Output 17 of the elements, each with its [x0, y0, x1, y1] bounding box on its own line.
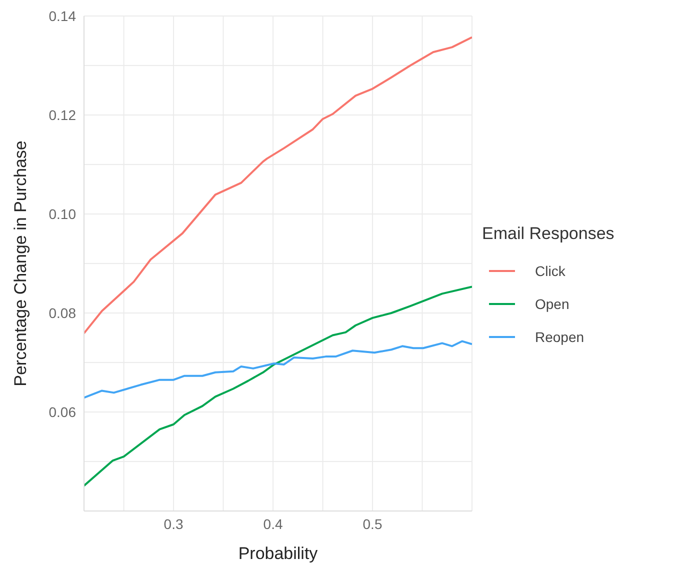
x-axis-title: Probability [238, 544, 318, 563]
x-tick-label: 0.4 [263, 516, 283, 532]
x-tick-label: 0.5 [362, 516, 382, 532]
y-tick-label: 0.14 [48, 8, 76, 24]
legend-label: Click [535, 262, 566, 278]
y-axis-title: Percentage Change in Purchase [11, 140, 30, 386]
text: 0.10 [48, 206, 76, 222]
legend-label: Open [535, 296, 570, 312]
y-tick-label: 0.06 [48, 404, 76, 420]
line-series [84, 36, 472, 334]
x-tick-label: 0.3 [164, 516, 184, 532]
legend-title: Email Responses [482, 224, 616, 244]
y-tick-label: 0.12 [48, 106, 76, 123]
line-series [84, 340, 472, 399]
legend-label: Reopen [535, 328, 584, 344]
text: 0.08 [48, 304, 76, 321]
line-series [84, 286, 472, 487]
